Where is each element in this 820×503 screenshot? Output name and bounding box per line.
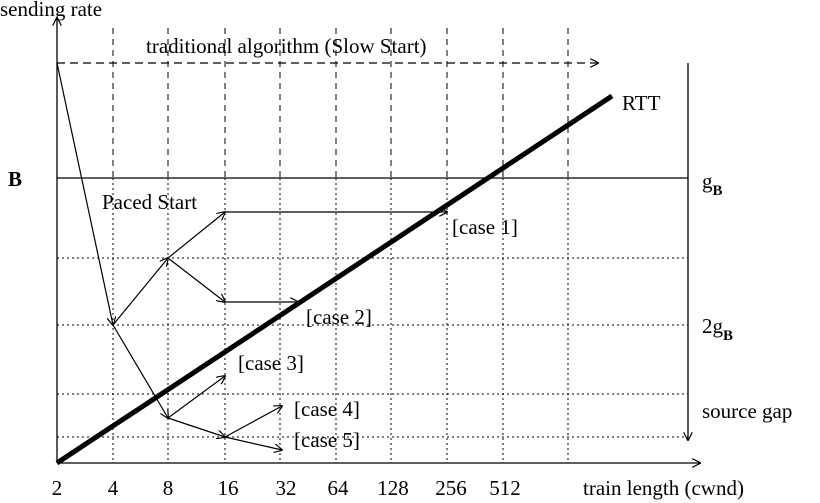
case3-label: [case 3] [238, 351, 304, 375]
rtt-label: RTT [622, 91, 661, 115]
case5-label: [case 5] [294, 428, 360, 452]
slow-start-arrows [56, 62, 168, 418]
two-gb-label: 2gB [702, 314, 733, 344]
x-tick-32: 32 [276, 476, 297, 500]
source-gap-label: source gap [702, 399, 792, 423]
x-tick-labels: 2 4 8 16 32 64 128 256 512 [52, 476, 521, 500]
x-tick-64: 64 [328, 476, 350, 500]
x-tick-512: 512 [489, 476, 521, 500]
case2-label: [case 2] [306, 305, 372, 329]
x-tick-16: 16 [218, 476, 239, 500]
paced-start-label: Paced Start [102, 190, 197, 214]
case4-label: [case 4] [294, 397, 360, 421]
paced-start-lower-arrows [167, 376, 282, 450]
y-axis-label: sending rate [0, 0, 102, 21]
x-tick-8: 8 [163, 476, 174, 500]
x-axis-label: train length (cwnd) [583, 476, 744, 500]
paced-start-upper-arrows [167, 212, 447, 302]
rtt-line [55, 93, 614, 466]
horizontal-dotted-gridlines [57, 257, 688, 438]
x-tick-2: 2 [52, 476, 63, 500]
vertical-dashed-gridlines [112, 28, 569, 178]
x-tick-128: 128 [377, 476, 409, 500]
x-tick-256: 256 [435, 476, 467, 500]
x-tick-4: 4 [108, 476, 119, 500]
bandwidth-b-label: B [8, 167, 22, 191]
gb-label: gB [702, 169, 723, 199]
case1-label: [case 1] [452, 215, 518, 239]
traditional-label: traditional algorithm (Slow Start) [146, 34, 427, 58]
